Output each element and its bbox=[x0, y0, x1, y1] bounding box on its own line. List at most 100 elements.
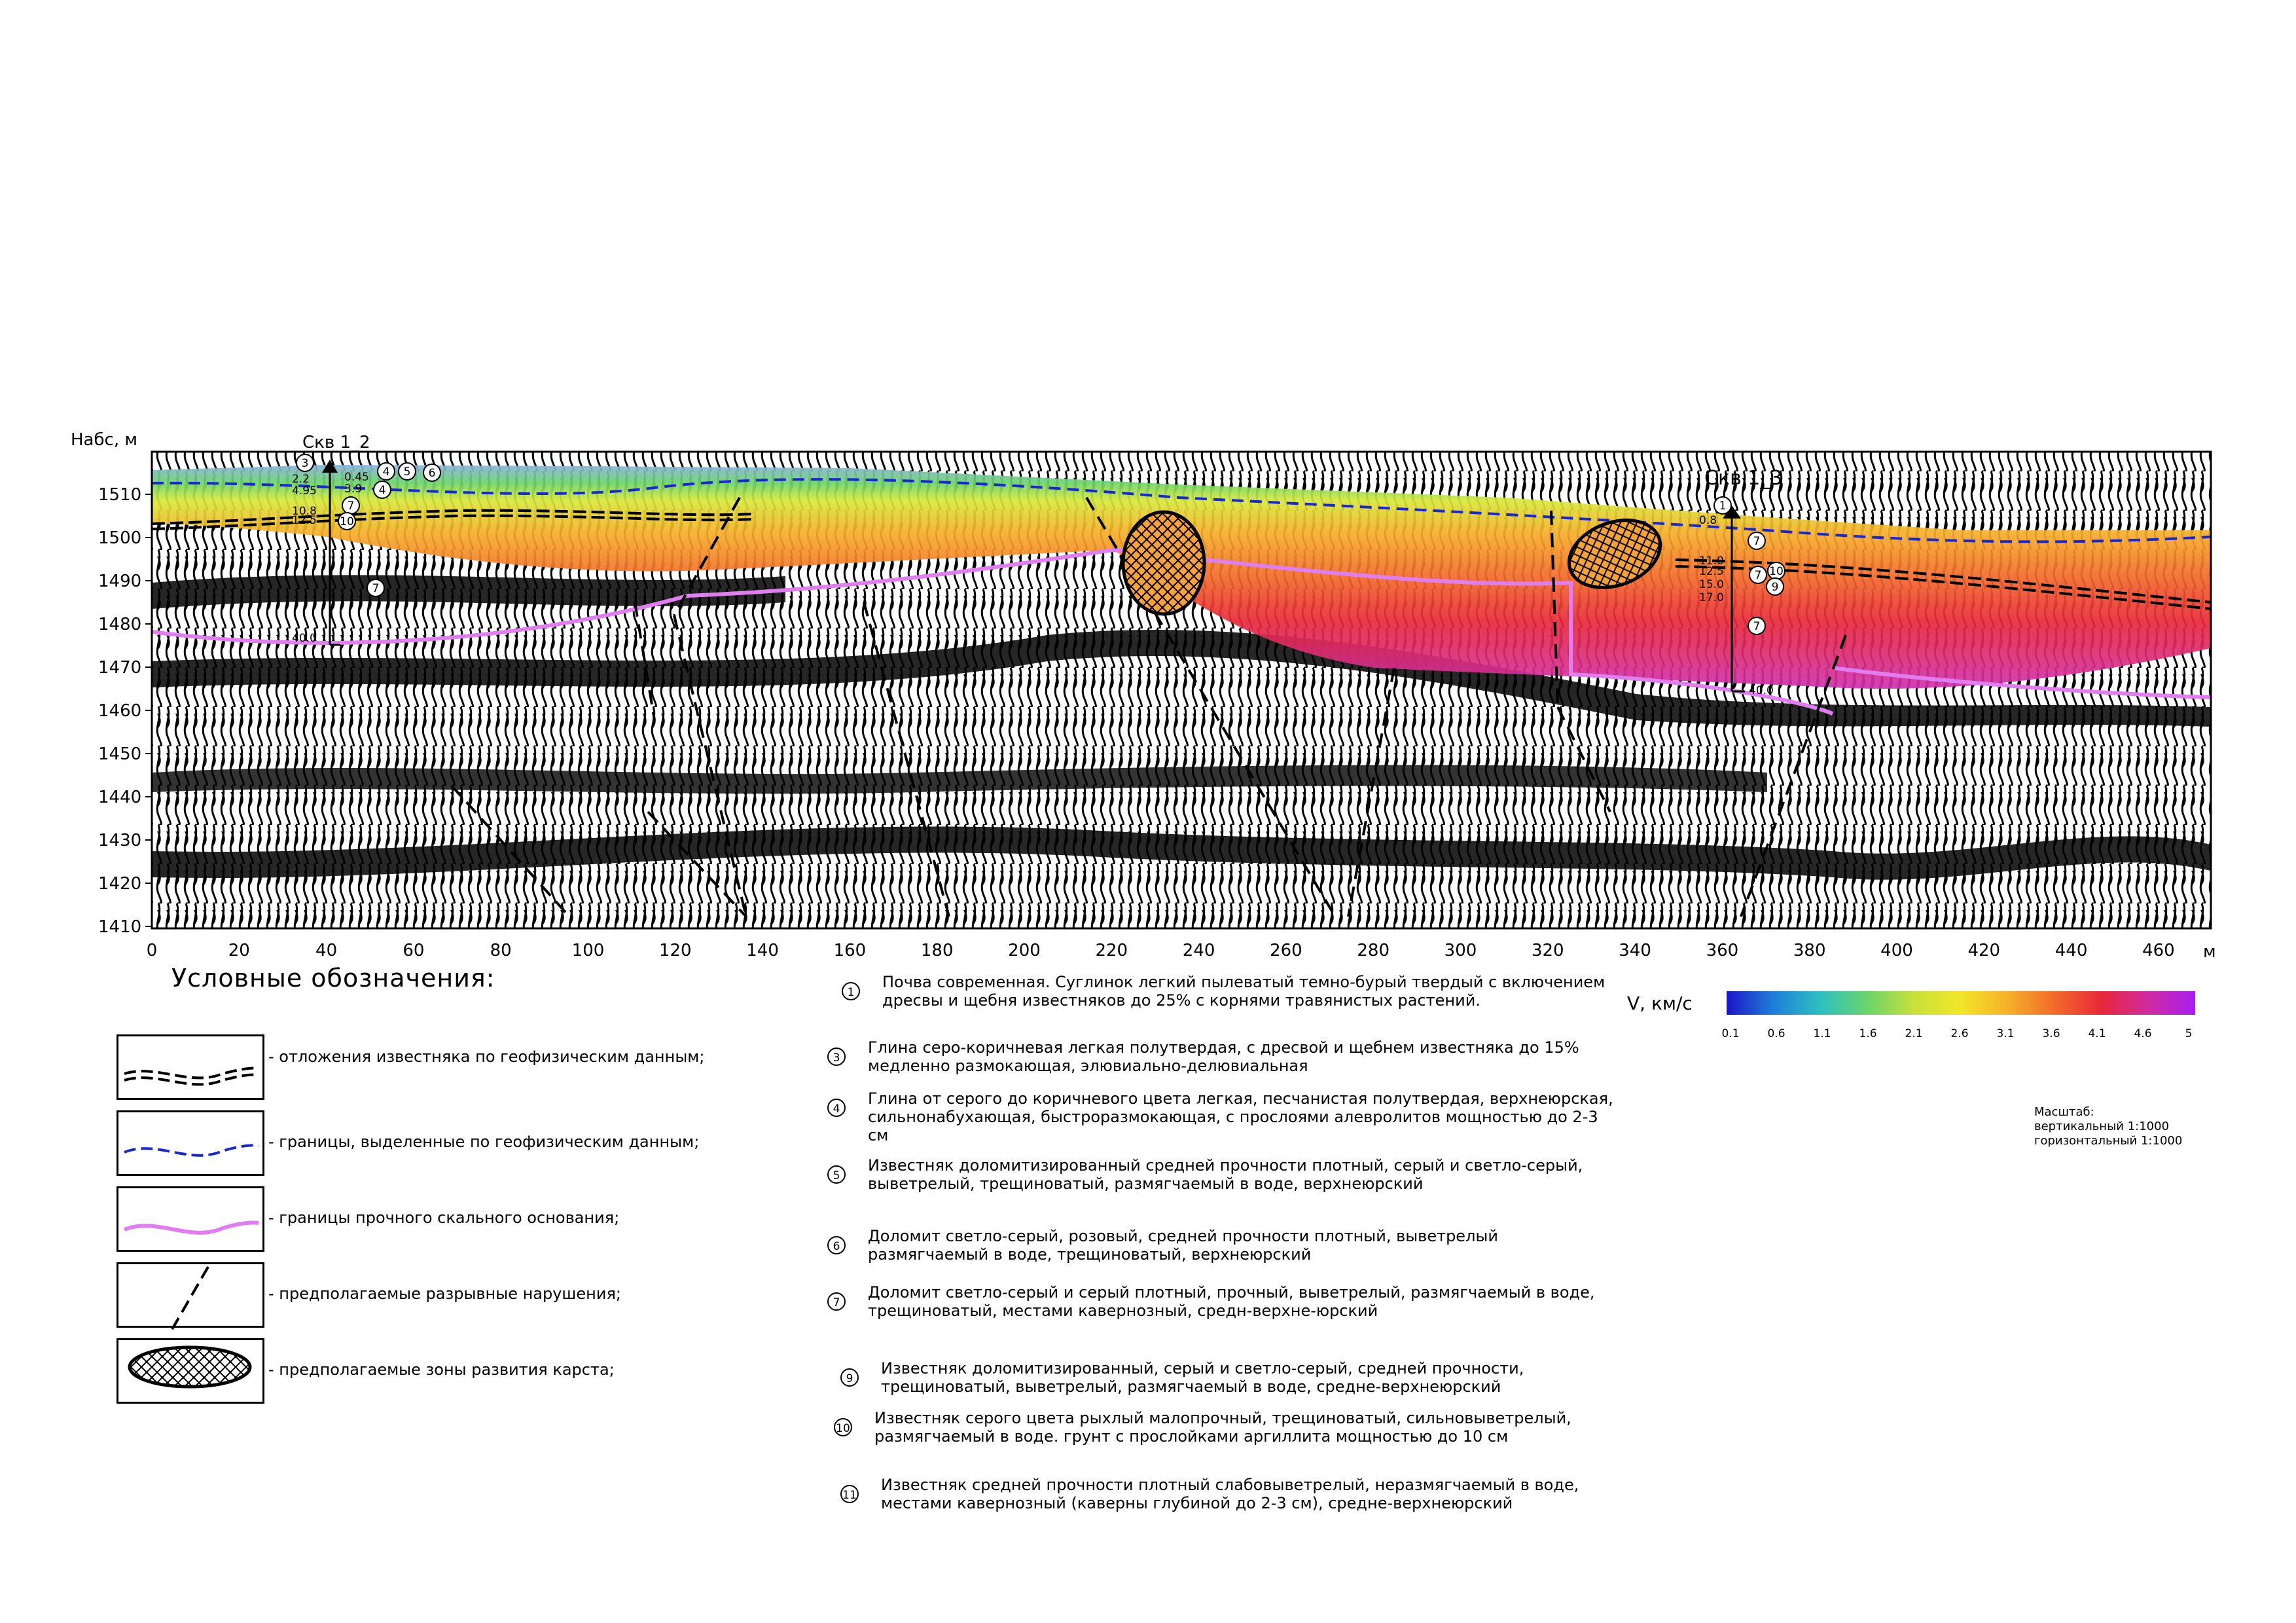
legend-symbol-karst bbox=[117, 1338, 264, 1404]
geophysical-boundary-line bbox=[152, 478, 2211, 543]
description-text: Известняк доломитизированный, серый и св… bbox=[881, 1359, 1524, 1396]
legend-symbol-limestone bbox=[117, 1034, 264, 1100]
y-tick-label: 1420 bbox=[98, 874, 141, 894]
x-tick-label: 0 bbox=[147, 941, 158, 960]
velocity-tick-label: 1.6 bbox=[1859, 1027, 1876, 1040]
layer-mark-label: 10 bbox=[340, 515, 354, 528]
velocity-tick-label: 0.6 bbox=[1767, 1027, 1785, 1040]
layer-mark-label: 6 bbox=[429, 467, 436, 480]
reflector-band bbox=[152, 575, 785, 609]
fault-lines bbox=[450, 496, 1847, 918]
layer-mark-label: 7 bbox=[348, 500, 355, 513]
plot-area bbox=[152, 452, 2211, 928]
layer-mark bbox=[367, 579, 385, 597]
x-tick-label: 280 bbox=[1357, 941, 1390, 960]
borehole-left-name: Скв 1_2 bbox=[302, 433, 370, 452]
y-tick-label: 1450 bbox=[98, 744, 141, 764]
y-tick-label: 1430 bbox=[98, 831, 141, 850]
depth-label: 17.0 bbox=[1699, 591, 1724, 604]
description-number: 9 bbox=[840, 1368, 859, 1387]
description-text: Известняк средней прочности плотный слаб… bbox=[881, 1476, 1579, 1512]
y-tick-label: 1480 bbox=[98, 615, 141, 634]
x-tick-label: 360 bbox=[1706, 941, 1739, 960]
reflector-band bbox=[152, 826, 2211, 880]
x-tick-label: 140 bbox=[746, 941, 779, 960]
x-axis-ticks: 0 20 40 60 80 100 120 140 160 180 200 220 240 260 280 3… bbox=[147, 941, 2175, 960]
velocity-tick-label: 2.6 bbox=[1950, 1027, 1968, 1040]
description-number: 3 bbox=[827, 1048, 846, 1066]
velocity-tick-label: 2.1 bbox=[1905, 1027, 1922, 1040]
description-text: Известняк серого цвета рыхлый малопрочны… bbox=[874, 1409, 1571, 1446]
velocity-color-bar bbox=[1727, 991, 2195, 1015]
description-number: 1 bbox=[842, 982, 860, 1000]
depth-label: 15.0 bbox=[1699, 578, 1724, 591]
layer-mark bbox=[1748, 617, 1766, 635]
description-text: Почва современная. Суглинок легкий пылев… bbox=[882, 973, 1605, 1010]
x-axis-unit: м bbox=[2203, 942, 2216, 962]
layer-mark bbox=[1713, 496, 1732, 515]
y-axis-ticks: 1510 1500 1490 1480 1470 1460 1450 1440 1430 1420… bbox=[98, 485, 152, 937]
depth-label: 12.5 bbox=[292, 514, 317, 527]
depth-label: 40.0 bbox=[292, 632, 317, 645]
velocity-tick-label: 5 bbox=[2185, 1027, 2193, 1040]
layer-mark bbox=[398, 462, 416, 481]
velocity-tick-label: 1.1 bbox=[1813, 1027, 1831, 1040]
description-text: Доломит светло-серый, розовый, средней п… bbox=[868, 1227, 1498, 1264]
y-tick-label: 1440 bbox=[98, 788, 141, 807]
depth-label: 11.0 bbox=[1699, 555, 1724, 568]
y-tick-label: 1460 bbox=[98, 701, 141, 721]
x-tick-label: 420 bbox=[1967, 941, 2000, 960]
layer-mark-label: 7 bbox=[1753, 535, 1761, 548]
depth-label: 40.0 bbox=[1749, 684, 1774, 697]
velocity-tick-label: 4.1 bbox=[2088, 1027, 2106, 1040]
scale-title: Масштаб: bbox=[2034, 1105, 2094, 1119]
description-text: Известняк доломитизированный средней про… bbox=[868, 1156, 1583, 1193]
depth-label: 12.5 bbox=[1699, 565, 1724, 578]
reflector-band bbox=[152, 630, 2211, 727]
legend-label-bedrock: - границы прочного скального основания; bbox=[268, 1209, 620, 1227]
layer-mark-label: 7 bbox=[372, 582, 380, 595]
layer-mark-label: 7 bbox=[1753, 620, 1761, 633]
layer-mark bbox=[377, 462, 395, 481]
layer-mark bbox=[423, 464, 441, 482]
description-text: Доломит светло-серый и серый плотный, пр… bbox=[868, 1283, 1595, 1320]
reflector-band bbox=[152, 765, 1767, 794]
limestone-deposit-line bbox=[1675, 558, 2211, 604]
legend-label-boundary: - границы, выделенные по геофизическим д… bbox=[268, 1133, 700, 1151]
layer-mark-label: 9 bbox=[1772, 581, 1779, 594]
depth-label: 3.9 bbox=[344, 483, 362, 496]
velocity-tick-label: 3.6 bbox=[2042, 1027, 2060, 1040]
layer-mark-label: 4 bbox=[379, 484, 386, 497]
layer-mark-label: 7 bbox=[1755, 569, 1762, 582]
layer-mark-label: 1 bbox=[1719, 500, 1727, 513]
velocity-scale-ticks: 0.1 0.6 1.1 1.6 2.1 2.6 3.1 3.6 4.1 4.6 5 bbox=[1721, 1027, 2192, 1040]
depth-label: 0.45 bbox=[344, 471, 369, 484]
x-tick-label: 340 bbox=[1619, 941, 1651, 960]
karst-zone bbox=[1567, 519, 1662, 589]
depth-label: 10.8 bbox=[292, 505, 317, 518]
legend-symbols bbox=[123, 1067, 259, 1389]
legend-symbol-boundary bbox=[117, 1110, 264, 1176]
borehole-right-name: Скв 1_3 bbox=[1704, 467, 1782, 490]
legend-symbol-fault bbox=[117, 1262, 264, 1328]
y-tick-label: 1510 bbox=[98, 485, 141, 505]
description-number: 11 bbox=[840, 1485, 859, 1503]
bedrock-boundary-line bbox=[152, 547, 1834, 716]
x-tick-label: 180 bbox=[921, 941, 954, 960]
layer-mark bbox=[338, 512, 356, 530]
legend-label-karst: - предполагаемые зоны развития карста; bbox=[268, 1360, 615, 1379]
x-tick-label: 400 bbox=[1880, 941, 1913, 960]
depth-label: 4.95 bbox=[292, 484, 317, 498]
layer-mark-label: 4 bbox=[383, 465, 390, 479]
y-axis-label: Набс, м bbox=[71, 430, 137, 450]
description-text: Глина серо-коричневая легкая полутвердая… bbox=[868, 1038, 1579, 1075]
x-tick-label: 380 bbox=[1793, 941, 1826, 960]
x-tick-label: 80 bbox=[490, 941, 512, 960]
legend-title: Условные обозначения: bbox=[171, 964, 495, 993]
x-tick-label: 440 bbox=[2055, 941, 2088, 960]
layer-mark bbox=[373, 481, 391, 499]
x-tick-label: 160 bbox=[834, 941, 867, 960]
layer-mark bbox=[1749, 566, 1767, 584]
karst-zone bbox=[1121, 510, 1206, 616]
